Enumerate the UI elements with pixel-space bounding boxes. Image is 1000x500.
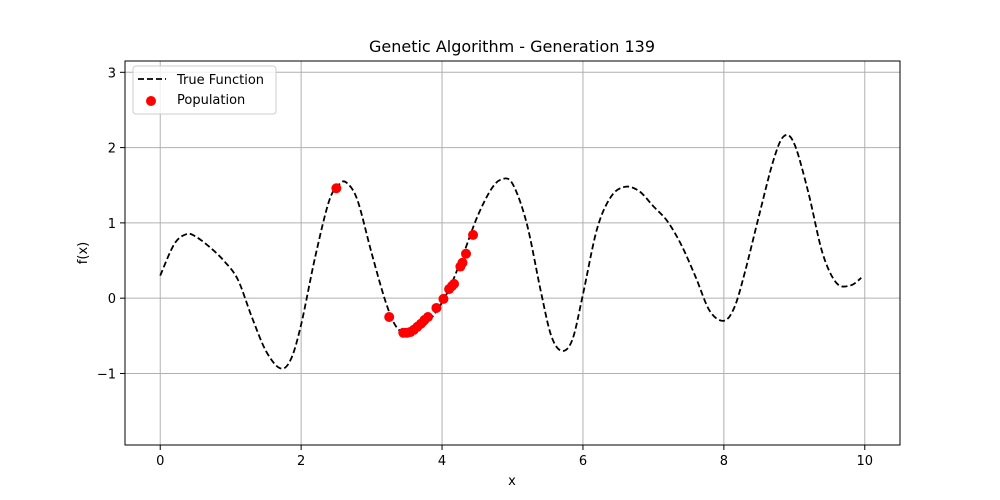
population-point bbox=[438, 293, 449, 304]
y-tick-label: 1 bbox=[108, 217, 116, 232]
y-tick-label: 2 bbox=[108, 142, 116, 157]
x-axis-label: x bbox=[508, 474, 516, 489]
population-point bbox=[331, 183, 342, 194]
x-tick-label: 8 bbox=[720, 454, 728, 469]
x-tick-label: 10 bbox=[856, 454, 873, 469]
x-tick-label: 4 bbox=[438, 454, 446, 469]
population-point bbox=[431, 302, 442, 313]
population-point bbox=[384, 312, 395, 322]
population-point bbox=[461, 248, 471, 259]
legend: True Function Population bbox=[132, 65, 277, 115]
y-axis-label: f(x) bbox=[76, 242, 91, 264]
population-point bbox=[449, 278, 460, 289]
true-function-line-group bbox=[159, 134, 862, 370]
x-tick-label: 2 bbox=[297, 454, 305, 469]
population-point bbox=[422, 312, 433, 322]
y-tick-label: 3 bbox=[108, 66, 116, 81]
grid-lines bbox=[125, 61, 900, 445]
chart-title: Genetic Algorithm - Generation 139 bbox=[369, 37, 655, 56]
population-points-group bbox=[331, 183, 479, 338]
y-tick-label: 0 bbox=[108, 292, 116, 307]
legend-label-true-function: True Function bbox=[176, 73, 264, 88]
x-tick-label: 0 bbox=[156, 454, 164, 469]
x-tick-label: 6 bbox=[579, 454, 587, 469]
y-tick-label: −1 bbox=[97, 367, 116, 382]
population-point bbox=[457, 257, 468, 268]
legend-box bbox=[132, 65, 277, 115]
legend-label-population: Population bbox=[177, 93, 245, 108]
legend-marker-population bbox=[146, 96, 156, 106]
axis-ticks: 0 2 4 6 8 10 −1 0 1 2 3 bbox=[97, 66, 873, 469]
population-point bbox=[468, 229, 479, 240]
true-function-line bbox=[159, 134, 862, 370]
plot-area-frame bbox=[124, 60, 901, 446]
